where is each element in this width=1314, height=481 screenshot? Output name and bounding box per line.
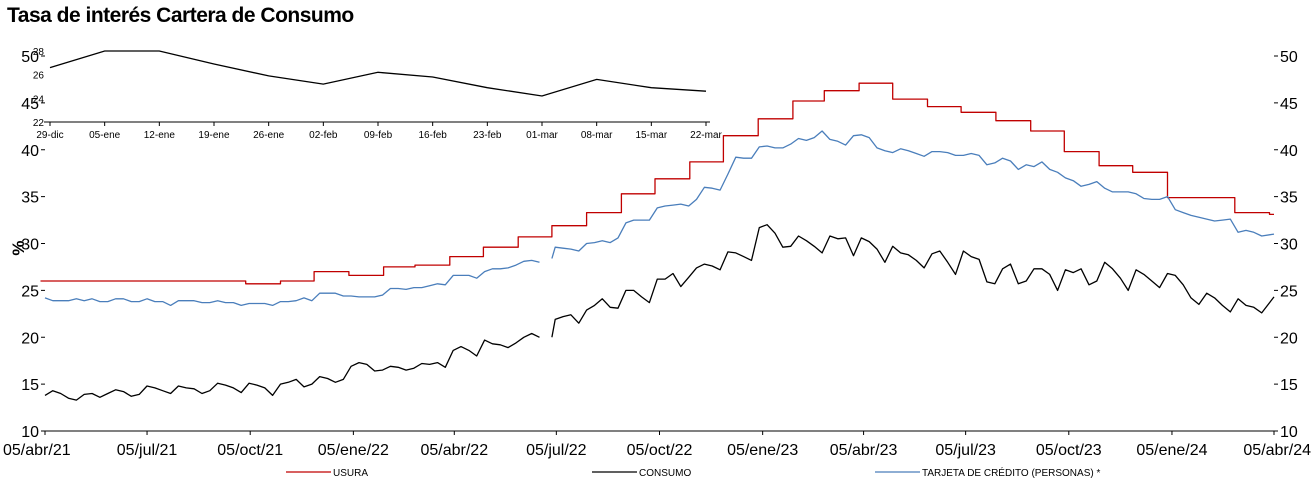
x-tick-label: 05/ene/24 <box>1136 442 1207 459</box>
y-tick-label-left: 30 <box>21 237 39 254</box>
inset-series-line <box>49 50 707 97</box>
y-tick-label-right: 35 <box>1280 190 1298 207</box>
y-tick-label-left: 40 <box>21 143 39 160</box>
y-tick-label-left: 15 <box>21 377 39 394</box>
inset-y-tick-label: 24 <box>33 94 45 105</box>
inset-y-tick-label: 22 <box>33 118 45 129</box>
legend-item: CONSUMO <box>592 468 691 479</box>
inset-x-tick-label: 19-ene <box>198 130 230 141</box>
inset-x-tick-label: 08-mar <box>581 130 613 141</box>
y-tick-label-right: 40 <box>1280 143 1298 160</box>
inset-x-tick-label: 22-mar <box>690 130 722 141</box>
inset-y-tick-label: 26 <box>33 71 45 82</box>
chart-title: Tasa de interés Cartera de Consumo <box>7 4 354 27</box>
x-tick-label: 05/oct/23 <box>1036 442 1102 459</box>
y-tick-label-right: 10 <box>1280 424 1298 441</box>
inset-x-tick-label: 29-dic <box>36 130 63 141</box>
x-tick-label: 05/jul/23 <box>935 442 996 459</box>
series-line-1 <box>40 82 1274 285</box>
y-tick-label-right: 45 <box>1280 96 1298 113</box>
y-tick-label-right: 25 <box>1280 283 1298 300</box>
legend-label: USURA <box>333 468 368 479</box>
y-tick-label-left: 35 <box>21 190 39 207</box>
y-axis-title: % <box>9 240 28 255</box>
y-tick-label-left: 25 <box>21 283 39 300</box>
y-tick-label-left: 10 <box>21 424 39 441</box>
y-tick-label-right: 20 <box>1280 330 1298 347</box>
y-tick-label-right: 30 <box>1280 237 1298 254</box>
x-tick-label: 05/jul/21 <box>117 442 178 459</box>
y-tick-label-right: 15 <box>1280 377 1298 394</box>
inset-y-tick-label: 28 <box>33 47 45 58</box>
inset-x-tick-label: 02-feb <box>309 130 338 141</box>
x-tick-label: 05/oct/22 <box>627 442 693 459</box>
y-tick-label-left: 45 <box>21 96 39 113</box>
inset-x-tick-label: 23-feb <box>473 130 502 141</box>
x-tick-label: 05/oct/21 <box>217 442 283 459</box>
legend-label: CONSUMO <box>639 468 691 479</box>
y-tick-label-left: 20 <box>21 330 39 347</box>
x-tick-label: 05/abr/23 <box>830 442 898 459</box>
x-tick-label: 05/abr/22 <box>420 442 488 459</box>
inset-x-tick-label: 26-ene <box>253 130 285 141</box>
x-tick-label: 05/ene/23 <box>727 442 798 459</box>
inset-x-tick-label: 12-ene <box>144 130 176 141</box>
y-tick-label-right: 50 <box>1280 49 1298 66</box>
inset-x-tick-label: 05-ene <box>89 130 121 141</box>
x-tick-label: 05/abr/21 <box>3 442 71 459</box>
series-line-2 <box>44 224 1275 401</box>
inset-x-tick-label: 15-mar <box>635 130 667 141</box>
legend-label: TARJETA DE CRÉDITO (PERSONAS) * <box>922 466 1100 479</box>
legend-item: TARJETA DE CRÉDITO (PERSONAS) * <box>875 466 1100 479</box>
x-tick-label: 05/abr/24 <box>1243 442 1311 459</box>
series-line-3 <box>44 130 1275 307</box>
x-tick-label: 05/ene/22 <box>318 442 389 459</box>
y-tick-label-left: 50 <box>21 49 39 66</box>
inset-x-tick-label: 09-feb <box>364 130 393 141</box>
x-tick-label: 05/jul/22 <box>526 442 587 459</box>
inset-x-tick-label: 01-mar <box>526 130 558 141</box>
legend-item: USURA <box>286 468 368 479</box>
inset-x-tick-label: 16-feb <box>418 130 447 141</box>
